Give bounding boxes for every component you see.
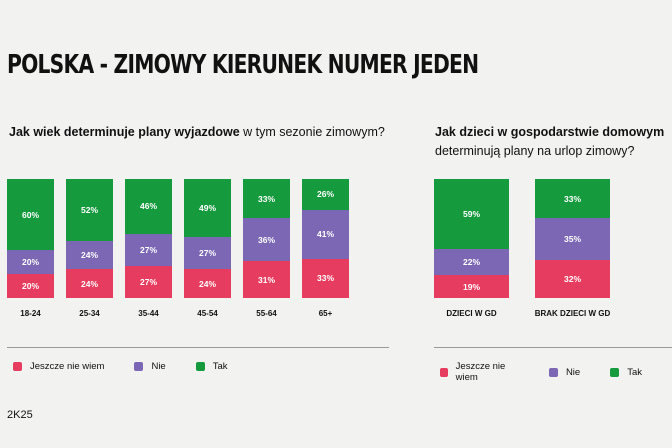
data-label: 24% <box>80 250 98 261</box>
data-label: 22% <box>462 257 480 268</box>
category-label: 18-24 <box>20 309 41 318</box>
stacked-bar: 31% 36% 33% <box>243 179 290 298</box>
legend-label: Nie <box>565 366 581 378</box>
chart2-legend: Jeszcze nie wiem Nie Tak <box>440 361 672 383</box>
category-label: BRAK DZIECI W GD <box>534 309 611 318</box>
bar-segment-tak: 33% <box>535 179 610 219</box>
data-label: 35% <box>563 234 581 245</box>
legend-swatch-nie <box>548 367 558 377</box>
data-label: 59% <box>462 209 480 220</box>
data-label: 49% <box>198 203 216 214</box>
category-label: 65+ <box>318 309 333 318</box>
category-label: 55-64 <box>256 309 277 318</box>
bar-segment-jeszcze: 19% <box>434 275 509 298</box>
data-label: 27% <box>139 244 157 255</box>
category-label: 45-54 <box>197 309 218 318</box>
bar-segment-jeszcze: 32% <box>535 259 610 298</box>
page-title: POLSKA - ZIMOWY KIERUNEK NUMER JEDEN <box>7 50 479 80</box>
bar-segment-nie: 22% <box>434 249 509 276</box>
legend-item-tak: Tak <box>610 367 642 378</box>
bar-segment-nie: 36% <box>243 218 290 262</box>
bar-segment-jeszcze: 20% <box>7 274 54 298</box>
legend-swatch-nie <box>134 362 144 371</box>
stacked-bar: 33% 41% 26% <box>302 179 349 298</box>
data-label: 52% <box>80 204 98 215</box>
data-label: 33% <box>563 193 581 204</box>
legend-item-tak: Tak <box>195 361 228 372</box>
stacked-bar: 32% 35% 33% <box>535 179 610 298</box>
legend-swatch-jeszcze <box>13 362 22 371</box>
legend-swatch-jeszcze <box>440 367 448 377</box>
legend-label: Tak <box>212 361 228 372</box>
bar-segment-tak: 46% <box>125 179 172 234</box>
data-label: 24% <box>80 278 98 289</box>
data-label: 46% <box>139 201 157 212</box>
data-label: 20% <box>21 281 39 292</box>
stacked-bar: 27% 27% 46% <box>125 179 172 298</box>
legend-swatch-tak <box>610 367 620 377</box>
chart1-question-bold: Jak wiek determinuje plany wyjazdowe <box>9 125 240 139</box>
bar-segment-tak: 49% <box>184 179 231 238</box>
data-label: 60% <box>21 209 39 220</box>
data-label: 27% <box>139 276 157 287</box>
data-label: 41% <box>316 229 334 240</box>
legend-label: Tak <box>627 366 642 378</box>
chart2-question-bold: Jak dzieci w gospodarstwie domowym <box>435 125 665 139</box>
stacked-bar: 20% 20% 60% <box>7 179 54 298</box>
bar-segment-nie: 20% <box>7 250 54 275</box>
bar-segment-jeszcze: 27% <box>125 265 172 298</box>
data-label: 20% <box>21 257 39 268</box>
bar-segment-tak: 33% <box>243 179 290 219</box>
data-label: 36% <box>257 234 275 245</box>
bar-segment-nie: 35% <box>535 218 610 260</box>
footer-label: 2K25 <box>7 409 33 421</box>
stacked-bar: 19% 22% 59% <box>434 179 509 298</box>
bar-segment-jeszcze: 31% <box>243 261 290 298</box>
chart1-question: Jak wiek determinuje plany wyjazdowe w t… <box>9 123 385 142</box>
data-label: 26% <box>316 189 334 200</box>
chart2-divider <box>434 347 672 348</box>
bar-segment-tak: 26% <box>302 179 349 210</box>
stacked-bar: 24% 27% 49% <box>184 179 231 298</box>
data-label: 33% <box>316 273 334 284</box>
bar-segment-tak: 59% <box>434 179 509 250</box>
bar-segment-nie: 41% <box>302 209 349 259</box>
legend-item-nie: Nie <box>548 366 581 378</box>
legend-swatch-tak <box>195 362 205 371</box>
category-label: 25-34 <box>79 309 100 318</box>
bar-segment-nie: 27% <box>184 237 231 270</box>
legend-item-jeszcze: Jeszcze nie wiem <box>440 361 519 383</box>
bar-segment-nie: 24% <box>66 240 113 270</box>
legend-label: Jeszcze nie wiem <box>30 361 105 372</box>
data-label: 24% <box>198 278 216 289</box>
data-label: 27% <box>198 248 216 259</box>
legend-item-nie: Nie <box>134 361 166 372</box>
legend-label: Nie <box>151 361 166 372</box>
chart2-question-rest: determinują plany na urlop zimowy? <box>435 144 635 158</box>
bar-segment-nie: 27% <box>125 233 172 266</box>
chart1-legend: Jeszcze nie wiem Nie Tak <box>13 361 258 372</box>
chart2-question: Jak dzieci w gospodarstwie domowym deter… <box>435 123 664 161</box>
data-label: 19% <box>462 281 480 292</box>
data-label: 31% <box>257 274 275 285</box>
chart1-divider <box>7 347 389 348</box>
bar-segment-jeszcze: 24% <box>66 269 113 298</box>
bar-segment-tak: 52% <box>66 179 113 241</box>
bar-segment-jeszcze: 24% <box>184 269 231 298</box>
chart1-question-rest: w tym sezonie zimowym? <box>243 125 385 139</box>
legend-label: Jeszcze nie wiem <box>455 361 506 383</box>
category-label: DZIECI W GD <box>446 309 497 318</box>
data-label: 32% <box>563 273 581 284</box>
legend-item-jeszcze: Jeszcze nie wiem <box>13 361 104 372</box>
data-label: 33% <box>257 193 275 204</box>
bar-segment-jeszcze: 33% <box>302 258 349 298</box>
stacked-bar: 24% 24% 52% <box>66 179 113 298</box>
bar-segment-tak: 60% <box>7 179 54 251</box>
category-label: 35-44 <box>138 309 159 318</box>
